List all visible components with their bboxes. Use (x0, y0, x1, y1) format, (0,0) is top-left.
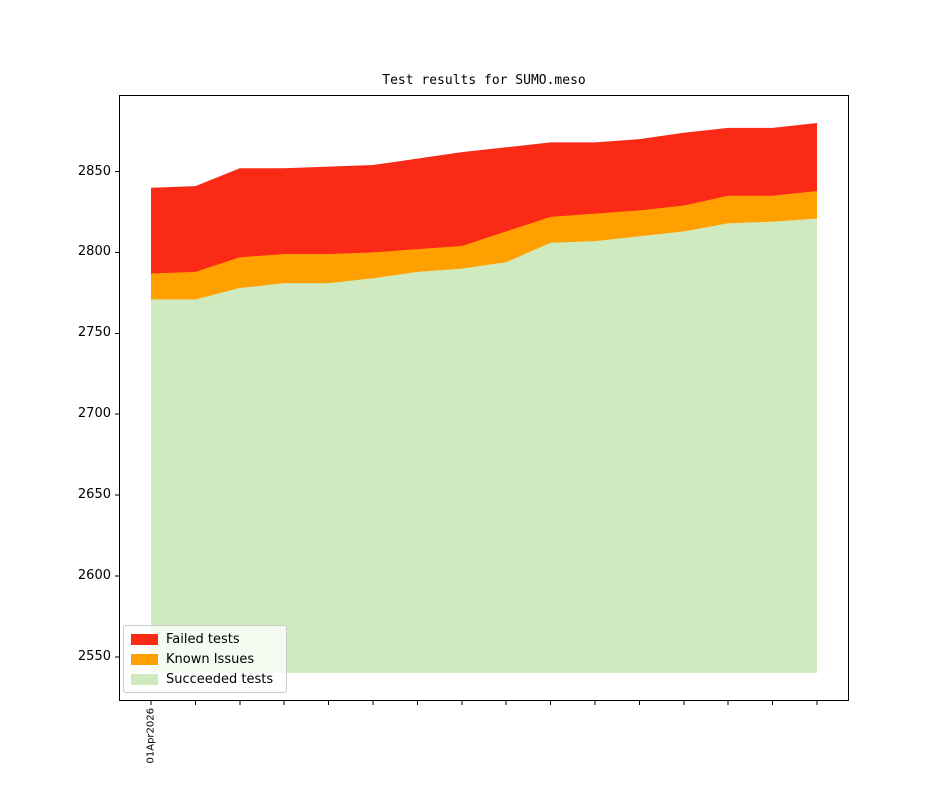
y-tick-label: 2600 (77, 567, 111, 583)
y-tick-label: 2550 (77, 648, 111, 664)
y-tick-label: 2650 (77, 487, 111, 503)
legend-label-known-issues: Known Issues (166, 651, 255, 667)
plot-border (119, 95, 849, 701)
legend-item-succeeded-tests: Succeeded tests (124, 669, 286, 689)
legend-label-succeeded-tests: Succeeded tests (166, 671, 274, 687)
x-axis-first-tick-label: 01Apr2026 (145, 708, 157, 764)
succeeded-tests-area (151, 218, 817, 674)
chart-title: Test results for SUMO.meso (382, 73, 586, 88)
y-tick-label: 2850 (77, 163, 111, 179)
legend-item-known-issues: Known Issues (124, 649, 286, 669)
legend: Failed tests Known Issues Succeeded test… (123, 625, 287, 693)
y-tick-label: 2800 (77, 244, 111, 260)
y-tick-label: 2750 (77, 325, 111, 341)
legend-swatch-known-issues (131, 653, 158, 665)
legend-label-failed-tests: Failed tests (166, 631, 240, 647)
legend-swatch-failed-tests (131, 633, 158, 645)
legend-swatch-succeeded-tests (131, 673, 158, 685)
y-tick-label: 2700 (77, 406, 111, 422)
legend-item-failed-tests: Failed tests (124, 629, 286, 649)
